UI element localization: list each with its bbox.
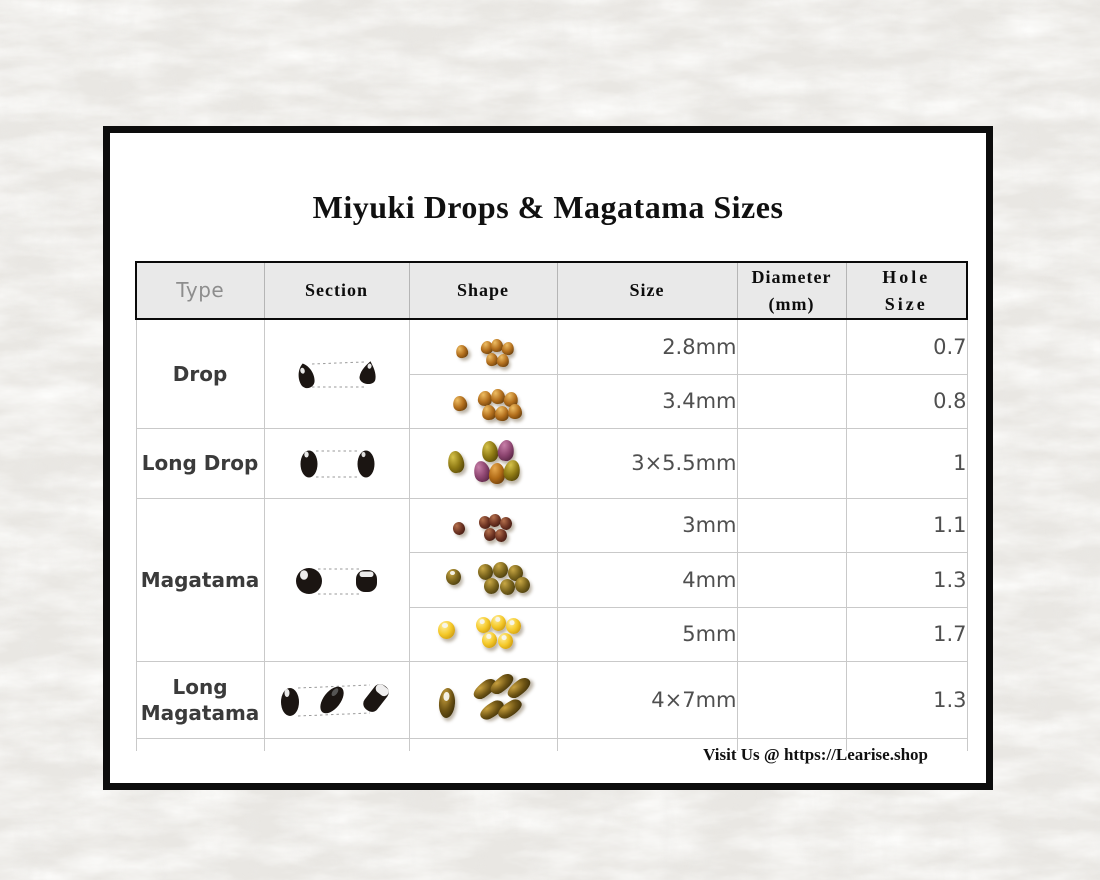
shape-cell: [408, 497, 558, 553]
chart-card: Miyuki Drops & Magatama Sizes Type Secti…: [103, 126, 993, 790]
diameter-value: [736, 318, 847, 375]
shape-cell: [408, 660, 558, 739]
hole-size-value: 1.1: [845, 497, 968, 553]
shape-cell: [408, 318, 558, 375]
long-drop-cross-section-icon: [300, 450, 374, 478]
hole-size-value: 1: [845, 427, 968, 499]
section-cell-long-magatama: [263, 660, 410, 739]
size-value: 5mm: [556, 606, 738, 662]
column-header-type: Type: [135, 261, 265, 320]
size-value: 4mm: [556, 551, 738, 608]
column-header-hole-size: Hole Size: [845, 261, 968, 320]
hole-header-line1: Hole: [882, 267, 931, 288]
table-row: Long Drop: [135, 427, 968, 499]
bead-cluster-illustration: [410, 429, 557, 498]
table-row: Magatama: [135, 497, 968, 662]
hole-size-value: 0.8: [845, 373, 968, 429]
size-value: 3mm: [556, 497, 738, 553]
empty-cell: [135, 737, 265, 751]
section-cell-magatama: [263, 497, 410, 662]
long-magatama-cross-section-icon: [280, 683, 389, 716]
empty-cell: [556, 737, 738, 751]
column-header-shape: Shape: [408, 261, 558, 320]
bead-cluster-illustration: [410, 608, 557, 661]
magatama-cross-section-icon: [295, 567, 377, 594]
footer-shop-url: Visit Us @ https://Learise.shop: [703, 745, 928, 764]
diameter-value: [736, 497, 847, 553]
bead-cluster-illustration: [410, 662, 557, 738]
type-label-magatama: Magatama: [135, 497, 265, 662]
hole-size-value: 1.3: [845, 551, 968, 608]
section-cell-drop: [263, 318, 410, 429]
hole-size-value: 1.3: [845, 660, 968, 739]
type-label-long-magatama: Long Magatama: [135, 660, 265, 739]
diameter-header-line2: (mm): [768, 293, 815, 314]
drop-cross-section-icon: [298, 360, 376, 388]
shape-cell: [408, 373, 558, 429]
clipped-partial-row: [135, 737, 968, 751]
header-row: Type Section Shape Size Diameter (mm) Ho…: [135, 261, 968, 320]
diameter-header-line1: Diameter: [751, 267, 832, 288]
section-cell-long-drop: [263, 427, 410, 499]
shape-cell: [408, 551, 558, 608]
hole-header-line2: Size: [884, 293, 928, 314]
diameter-value: [736, 427, 847, 499]
size-value: 3.4mm: [556, 373, 738, 429]
table-row: 4mm 1.3: [136, 551, 968, 608]
column-header-diameter: Diameter (mm): [736, 261, 847, 320]
diameter-value: [736, 606, 847, 662]
type-label-drop: Drop: [135, 318, 265, 429]
table-row: Long Magatama: [135, 660, 968, 739]
empty-cell: [263, 737, 410, 751]
size-table: Type Section Shape Size Diameter (mm) Ho…: [135, 261, 968, 751]
hole-size-value: 0.7: [845, 318, 968, 375]
shape-cell: [408, 606, 558, 662]
type-label-long-drop: Long Drop: [135, 427, 265, 499]
empty-cell: [845, 737, 968, 751]
empty-cell: [408, 737, 558, 751]
page-title: Miyuki Drops & Magatama Sizes: [312, 189, 784, 225]
diameter-value: [736, 551, 847, 608]
empty-cell: [736, 737, 847, 751]
column-header-size: Size: [556, 261, 738, 320]
bead-cluster-illustration: [410, 375, 557, 428]
table-row: 3.4mm 0.8: [136, 373, 968, 429]
diameter-value: [736, 660, 847, 739]
bead-cluster-illustration: [410, 553, 557, 607]
table-row: 5mm 1.7: [136, 606, 968, 662]
size-value: 3×5.5mm: [556, 427, 738, 499]
size-value: 2.8mm: [556, 318, 738, 375]
shape-cell: [408, 427, 558, 499]
bead-cluster-illustration: [410, 499, 557, 552]
bead-cluster-illustration: [410, 320, 557, 374]
table-row: Drop: [135, 318, 968, 429]
size-value: 4×7mm: [556, 660, 738, 739]
hole-size-value: 1.7: [845, 606, 968, 662]
diameter-value: [736, 373, 847, 429]
column-header-section: Section: [263, 261, 410, 320]
